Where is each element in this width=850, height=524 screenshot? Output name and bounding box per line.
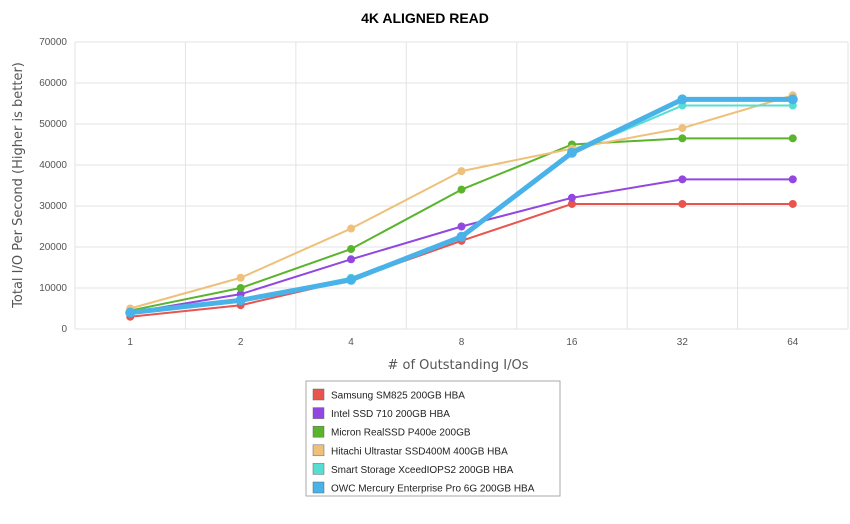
y-axis-ticks: 0 10000 20000 30000 40000 50000 60000 70000: [39, 37, 67, 335]
x-tick-label: 8: [459, 337, 465, 348]
data-point: [346, 274, 357, 285]
legend-label: Intel SSD 710 200GB HBA: [331, 409, 450, 420]
data-point: [788, 175, 797, 184]
series-owc-mercury-enterprise-pro-6g-200gb-hba: [125, 94, 798, 318]
grid: [74, 41, 849, 330]
legend-swatch: [312, 407, 325, 419]
data-point: [347, 255, 356, 264]
legend-label: Micron RealSSD P400e 200GB: [331, 428, 471, 439]
x-tick-label: 4: [348, 337, 354, 348]
legend-label: OWC Mercury Enterprise Pro 6G 200GB HBA: [331, 484, 535, 495]
plot-area: [75, 42, 848, 329]
legend-box: [305, 380, 561, 497]
legend-swatch: [312, 463, 325, 475]
legend-swatch: [312, 444, 325, 457]
y-tick-label: 50000: [39, 119, 67, 130]
data-point: [347, 224, 356, 233]
data-point: [457, 185, 466, 194]
data-point: [678, 175, 687, 184]
data-point: [347, 245, 356, 254]
data-point: [235, 295, 246, 306]
data-point: [787, 94, 798, 105]
x-tick-label: 16: [566, 337, 578, 348]
x-axis-ticks: 1 2 4 8 16 32 64: [127, 337, 798, 348]
data-point: [125, 307, 136, 318]
data-point: [788, 199, 797, 208]
data-point: [457, 167, 466, 176]
data-point: [567, 193, 576, 202]
data-point: [678, 134, 687, 143]
legend-swatch: [312, 388, 325, 401]
series-layer: [125, 91, 798, 321]
x-tick-label: 2: [238, 337, 244, 348]
y-tick-label: 20000: [39, 242, 67, 253]
y-tick-label: 60000: [39, 78, 67, 89]
x-tick-label: 32: [677, 337, 689, 348]
x-tick-label: 1: [127, 337, 133, 348]
data-point: [456, 231, 467, 242]
chart-title: 4K ALIGNED READ: [361, 10, 489, 26]
data-point: [566, 147, 577, 158]
data-point: [678, 199, 687, 208]
legend-swatch: [312, 425, 325, 438]
y-tick-label: 10000: [39, 283, 67, 294]
data-point: [567, 199, 576, 208]
legend-swatch: [312, 481, 325, 494]
x-tick-label: 64: [787, 337, 799, 348]
x-axis-label: # of Outstanding I/Os: [387, 358, 528, 373]
data-point: [457, 222, 466, 231]
data-point: [236, 273, 245, 282]
y-tick-label: 30000: [39, 201, 67, 212]
data-point: [236, 284, 245, 292]
legend-label: Samsung SM825 200GB HBA: [331, 391, 465, 402]
y-tick-label: 70000: [39, 37, 67, 48]
data-point: [788, 134, 797, 143]
legend: Samsung SM825 200GB HBA Intel SSD 710 200…: [305, 380, 561, 497]
y-axis-label: Total I/O Per Second (Higher is better): [11, 62, 26, 309]
legend-label: Smart Storage XceedIOPS2 200GB HBA: [331, 465, 514, 476]
legend-label: Hitachi Ultrastar SSD400M 400GB HBA: [331, 446, 508, 457]
y-tick-label: 0: [61, 324, 67, 335]
y-tick-label: 40000: [39, 160, 67, 171]
data-point: [677, 94, 688, 105]
data-point: [678, 124, 687, 133]
